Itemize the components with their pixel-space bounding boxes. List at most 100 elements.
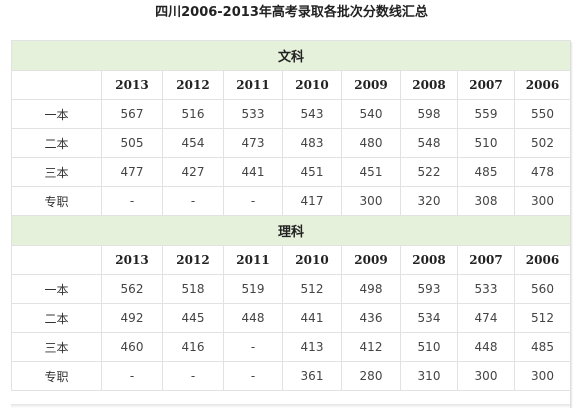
score-cell: - — [223, 186, 283, 216]
score-cell: 533 — [223, 99, 283, 129]
score-cell: 300 — [457, 361, 515, 391]
batch-label: 专职 — [11, 361, 102, 391]
year-header-cell: 2006 — [513, 245, 572, 275]
score-cell: 473 — [223, 128, 283, 158]
score-cell: 460 — [101, 332, 163, 362]
score-cell: 516 — [162, 99, 224, 129]
score-cell: - — [101, 186, 163, 216]
table-row: 三本 460 416-413 412 510 448 485 — [11, 332, 572, 362]
table-row: 专职 - - -361 280 310 300 300 — [11, 361, 572, 391]
table-row: 三本 477 427 441 451 451 522 485 478 — [11, 157, 572, 187]
score-cell: 280 — [341, 361, 401, 391]
score-cell: 454 — [162, 128, 224, 158]
year-header-cell: 2008 — [400, 245, 458, 275]
score-cell: - — [162, 361, 224, 391]
year-header-cell: 2009 — [341, 70, 401, 100]
batch-label: 专职 — [11, 186, 102, 216]
score-cell: 543 — [282, 99, 342, 129]
batch-label: 三本 — [11, 332, 102, 362]
table-row: 二本 505 454 473 483 480 548 510 502 — [11, 128, 572, 158]
score-cell: 522 — [400, 157, 458, 187]
year-header-cell: 2007 — [457, 70, 515, 100]
score-cell: 451 — [341, 157, 401, 187]
section-title: 理科 — [10, 215, 572, 246]
score-cell: - — [223, 332, 283, 362]
score-cell: 562 — [101, 274, 163, 304]
score-cell: 310 — [400, 361, 458, 391]
table-row: 专职 - - -417 300 320 308 300 — [11, 186, 572, 216]
score-cell: 451 — [282, 157, 342, 187]
score-cell: 480 — [341, 128, 401, 158]
year-header-cell: 2008 — [400, 70, 458, 100]
score-cell: 436 — [341, 303, 401, 333]
batch-label: 二本 — [11, 303, 102, 333]
score-cell: 477 — [101, 157, 163, 187]
score-cell: 300 — [513, 361, 572, 391]
score-cell: 533 — [457, 274, 515, 304]
score-cell: 518 — [162, 274, 224, 304]
score-cell: 412 — [341, 332, 401, 362]
year-header-cell: 2010 — [282, 70, 342, 100]
year-header-cell: 2013 — [101, 70, 163, 100]
header-corner-cell — [11, 245, 102, 275]
score-cell: 483 — [282, 128, 342, 158]
year-header-cell: 2011 — [223, 245, 283, 275]
score-cell: 492 — [101, 303, 163, 333]
section-title: 文科 — [10, 40, 572, 71]
score-cell: 427 — [162, 157, 224, 187]
batch-label: 一本 — [11, 274, 102, 304]
score-cell: 485 — [457, 157, 515, 187]
year-header-cell: 2012 — [162, 70, 224, 100]
score-cell: 512 — [513, 303, 572, 333]
score-cell: 519 — [223, 274, 283, 304]
score-cell: 474 — [457, 303, 515, 333]
table-shadow-right — [570, 42, 573, 408]
score-cell: 320 — [400, 186, 458, 216]
batch-label: 一本 — [11, 99, 102, 129]
table-row: 一本 567 516 533 543 540 598 559 550 — [11, 99, 572, 129]
score-cell: 300 — [341, 186, 401, 216]
score-cell: 413 — [282, 332, 342, 362]
score-cell: 598 — [400, 99, 458, 129]
score-cell: 361 — [282, 361, 342, 391]
year-header-cell: 2010 — [282, 245, 342, 275]
score-cell: - — [162, 186, 224, 216]
score-cell: 548 — [400, 128, 458, 158]
score-cell: - — [223, 361, 283, 391]
year-header-row: 2013 2012 2011 2010 2009 2008 2007 2006 — [11, 70, 572, 100]
score-cell: 512 — [282, 274, 342, 304]
score-cell: 441 — [223, 157, 283, 187]
score-cell: 567 — [101, 99, 163, 129]
score-cell: 505 — [101, 128, 163, 158]
score-cell: 448 — [223, 303, 283, 333]
score-cell: 416 — [162, 332, 224, 362]
section-header-row: 理科 — [10, 215, 572, 246]
table-row: 一本 562 518 519 512 498 593 533 560 — [11, 274, 572, 304]
score-cell: 534 — [400, 303, 458, 333]
header-corner-cell — [11, 70, 102, 100]
year-header-cell: 2006 — [513, 70, 572, 100]
score-table-body: 文科 2013 2012 2011 2010 2009 2008 2007 2006 一本 567 5… — [10, 40, 572, 391]
score-cell: 478 — [513, 157, 572, 187]
batch-label: 二本 — [11, 128, 102, 158]
score-cell: 485 — [513, 332, 572, 362]
score-cell: 560 — [513, 274, 572, 304]
score-cell: 448 — [457, 332, 515, 362]
year-header-cell: 2007 — [457, 245, 515, 275]
batch-label: 三本 — [11, 157, 102, 187]
score-cell: 417 — [282, 186, 342, 216]
score-cell: 559 — [457, 99, 515, 129]
score-cell: 593 — [400, 274, 458, 304]
table-shadow-bottom — [11, 404, 570, 408]
score-cell: 441 — [282, 303, 342, 333]
year-header-cell: 2011 — [223, 70, 283, 100]
year-header-cell: 2012 — [162, 245, 224, 275]
score-cell: 550 — [513, 99, 572, 129]
year-header-row: 2013 2012 2011 2010 2009 2008 2007 2006 — [11, 245, 572, 275]
score-cell: 502 — [513, 128, 572, 158]
score-cell: 510 — [457, 128, 515, 158]
score-cell: 498 — [341, 274, 401, 304]
year-header-cell: 2009 — [341, 245, 401, 275]
year-header-cell: 2013 — [101, 245, 163, 275]
page-title: 四川2006-2013年高考录取各批次分数线汇总 — [155, 5, 428, 20]
